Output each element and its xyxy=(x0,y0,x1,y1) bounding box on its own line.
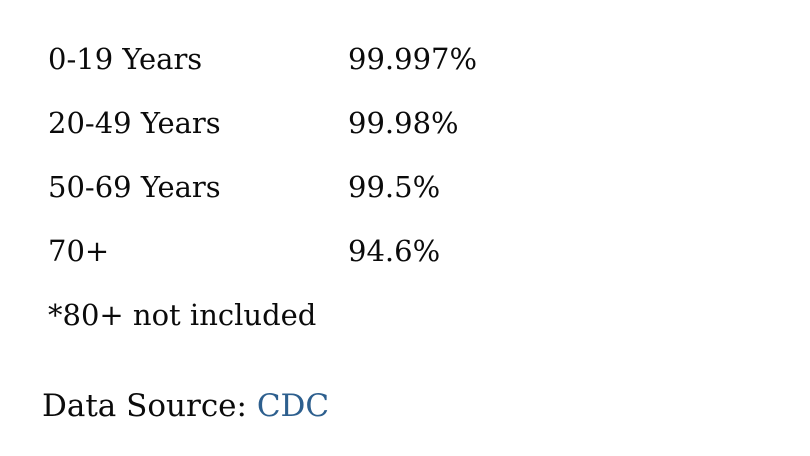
data-source-line: Data Source: CDC xyxy=(42,384,329,428)
age-group-label: 70+ xyxy=(48,234,110,268)
cdc-source-link[interactable]: CDC xyxy=(256,388,330,424)
age-group-label: 0-19 Years xyxy=(48,42,203,76)
table-row: 50-69 Years 99.5% xyxy=(48,155,477,219)
age-survival-table: 0-19 Years 99.997% 20-49 Years 99.98% 50… xyxy=(48,27,477,347)
data-source-label: Data Source: xyxy=(42,388,257,424)
survival-rate-value: 99.5% xyxy=(348,170,441,204)
table-row: 70+ 94.6% xyxy=(48,219,477,283)
table-row: 0-19 Years 99.997% xyxy=(48,27,477,91)
table-row: 20-49 Years 99.98% xyxy=(48,91,477,155)
survival-rate-value: 99.98% xyxy=(348,106,459,140)
age-group-label: 20-49 Years xyxy=(48,106,221,140)
survival-rate-value: 99.997% xyxy=(348,42,478,76)
age-group-label: 50-69 Years xyxy=(48,170,221,204)
table-footnote: *80+ not included xyxy=(48,298,317,332)
survival-rate-value: 94.6% xyxy=(348,234,441,268)
